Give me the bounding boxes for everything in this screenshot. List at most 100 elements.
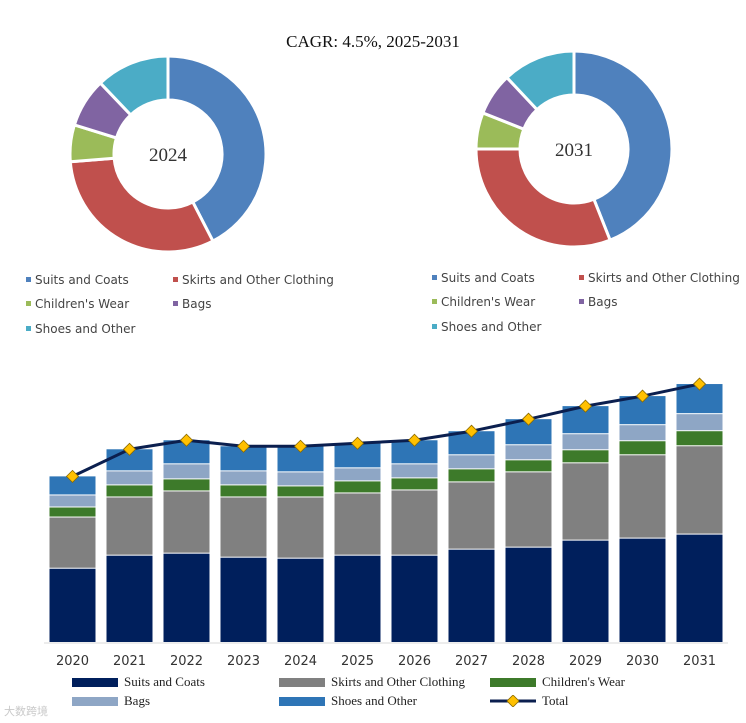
x-tick-2029: 2029 xyxy=(569,654,602,669)
bar-2026-children-s-wear xyxy=(391,478,438,490)
bar-2023-children-s-wear xyxy=(220,485,267,497)
legend-label: Shoes and Other xyxy=(331,693,417,708)
pie-2031-legend: Suits and Coats Skirts and Other Clothing… xyxy=(432,271,742,341)
bar-2028-skirts-and-other-clothing xyxy=(505,472,552,547)
bar-2026-bags xyxy=(391,464,438,478)
bar-legend-item-shoes-and-other: Shoes and Other xyxy=(279,693,417,709)
total-marker-2025 xyxy=(350,436,365,450)
donut-2031-center-label: 2031 xyxy=(555,140,593,161)
total-marker-2028 xyxy=(521,412,536,426)
bar-2023-suits-and-coats xyxy=(220,557,267,642)
total-marker-2024 xyxy=(293,439,308,453)
legend-swatch xyxy=(26,326,31,331)
total-marker-2029 xyxy=(578,399,593,413)
pie-2031-legend-item-suits-and-coats: Suits and Coats xyxy=(432,271,535,285)
bar-2020-skirts-and-other-clothing xyxy=(49,517,96,568)
bar-2025-bags xyxy=(334,468,381,481)
pie-2024-legend-item-children-s-wear: Children's Wear xyxy=(26,297,129,311)
bar-2029-suits-and-coats xyxy=(562,540,609,642)
bar-2023-bags xyxy=(220,471,267,485)
bar-2029-children-s-wear xyxy=(562,450,609,463)
legend-label: Skirts and Other Clothing xyxy=(331,674,465,689)
donut-2031-slice-shoes-and-other xyxy=(504,49,576,112)
x-tick-2030: 2030 xyxy=(626,654,659,669)
legend-swatch xyxy=(279,696,325,706)
x-tick-2027: 2027 xyxy=(455,654,488,669)
donut-2024-slice-skirts-and-other-clothing xyxy=(68,156,215,254)
x-tick-2028: 2028 xyxy=(512,654,545,669)
watermark: 大数跨境 xyxy=(4,705,48,718)
total-marker-2021 xyxy=(122,442,137,456)
total-marker-2026 xyxy=(407,433,422,447)
bar-2030-suits-and-coats xyxy=(619,538,666,642)
bar-2024-skirts-and-other-clothing xyxy=(277,497,324,558)
donut-2024-slice-shoes-and-other xyxy=(98,54,170,118)
bar-2022-bags xyxy=(163,464,210,479)
donut-2031-slice-suits-and-coats xyxy=(572,49,674,243)
donut-2031-slice-skirts-and-other-clothing xyxy=(474,147,613,249)
bar-2025-suits-and-coats xyxy=(334,555,381,642)
bar-2031-suits-and-coats xyxy=(676,534,723,642)
x-tick-2020: 2020 xyxy=(56,654,89,669)
bar-2028-bags xyxy=(505,445,552,460)
x-tick-2021: 2021 xyxy=(113,654,146,669)
bar-2024-bags xyxy=(277,472,324,486)
bar-2031-children-s-wear xyxy=(676,431,723,446)
total-marker-2020 xyxy=(65,469,80,483)
bar-2020-bags xyxy=(49,495,96,507)
pie-2031-legend-item-skirts-and-other-clothing: Skirts and Other Clothing xyxy=(579,271,740,285)
legend-label: Bags xyxy=(182,297,212,311)
bar-legend-item-children-s-wear: Children's Wear xyxy=(490,674,625,690)
donut-2024-slice-suits-and-coats xyxy=(166,54,268,244)
bar-2025-skirts-and-other-clothing xyxy=(334,493,381,555)
bar-2027-children-s-wear xyxy=(448,469,495,482)
cagr-title: CAGR: 4.5%, 2025-2031 xyxy=(286,32,460,51)
bar-2030-children-s-wear xyxy=(619,441,666,455)
pie-2024-legend-item-shoes-and-other: Shoes and Other xyxy=(26,322,135,336)
legend-swatch xyxy=(279,677,325,687)
legend-label: Skirts and Other Clothing xyxy=(182,273,334,287)
bar-2029-skirts-and-other-clothing xyxy=(562,463,609,540)
legend-label: Suits and Coats xyxy=(441,271,535,285)
bar-2022-suits-and-coats xyxy=(163,553,210,642)
bar-2021-bags xyxy=(106,471,153,485)
legend-swatch xyxy=(432,275,437,280)
total-marker-2030 xyxy=(635,389,650,403)
chart-canvas: 2024 2031 2020 2021 2022 2023 2024 2025 2026 2027… xyxy=(44,49,728,669)
pie-2024-legend: Suits and Coats Skirts and Other Clothing… xyxy=(26,273,356,343)
pie-2024-legend-item-bags: Bags xyxy=(173,297,211,311)
legend-swatch xyxy=(26,277,31,282)
bar-2027-suits-and-coats xyxy=(448,549,495,642)
bar-2020-suits-and-coats xyxy=(49,568,96,642)
legend-swatch xyxy=(490,677,536,687)
x-tick-2023: 2023 xyxy=(227,654,260,669)
legend-label: Total xyxy=(542,693,569,708)
x-tick-2022: 2022 xyxy=(170,654,203,669)
total-line xyxy=(71,382,700,478)
legend-label: Bags xyxy=(588,295,618,309)
bar-2022-shoes-and-other xyxy=(163,440,210,464)
bar-2021-suits-and-coats xyxy=(106,555,153,642)
bar-2030-skirts-and-other-clothing xyxy=(619,455,666,538)
legend-label: Suits and Coats xyxy=(124,674,205,689)
bar-2029-bags xyxy=(562,434,609,450)
x-tick-2026: 2026 xyxy=(398,654,431,669)
total-marker-2023 xyxy=(236,439,251,453)
bar-2022-skirts-and-other-clothing xyxy=(163,491,210,553)
bar-2020-shoes-and-other xyxy=(49,476,96,495)
pie-2031-legend-item-shoes-and-other: Shoes and Other xyxy=(432,320,541,334)
bar-2025-children-s-wear xyxy=(334,481,381,493)
pie-2024-legend-item-skirts-and-other-clothing: Skirts and Other Clothing xyxy=(173,273,334,287)
legend-swatch xyxy=(173,277,178,282)
bar-2026-skirts-and-other-clothing xyxy=(391,490,438,555)
bar-2021-children-s-wear xyxy=(106,485,153,497)
bar-chart-legend: Suits and Coats Skirts and Other Clothing… xyxy=(0,672,746,712)
x-tick-2024: 2024 xyxy=(284,654,317,669)
total-marker-2031 xyxy=(692,377,707,391)
legend-swatch xyxy=(432,299,437,304)
bar-2021-skirts-and-other-clothing xyxy=(106,497,153,555)
pie-2031-legend-item-bags: Bags xyxy=(579,295,617,309)
bar-legend-item-total: Total xyxy=(490,693,569,709)
legend-label: Children's Wear xyxy=(441,295,536,309)
donut-2024-center-label: 2024 xyxy=(149,145,188,166)
